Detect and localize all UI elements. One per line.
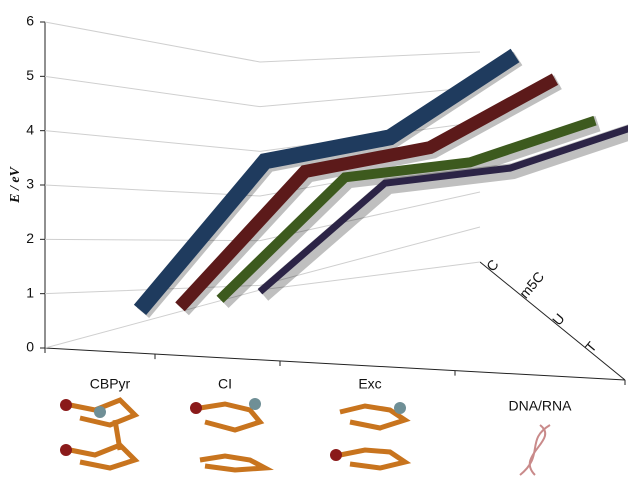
x-tick-label: CBPyr xyxy=(90,376,131,392)
front-edge xyxy=(45,348,625,380)
molecule xyxy=(340,406,405,468)
atom xyxy=(249,398,261,410)
series-label: m5C xyxy=(516,268,547,301)
y-tick-label: 5 xyxy=(26,67,34,83)
atom xyxy=(60,399,72,411)
y-tick-label: 1 xyxy=(26,284,34,300)
chart: E / eV 0123456CBPyrCIExcDNA/RN xyxy=(0,0,628,482)
atom xyxy=(330,449,342,461)
series-label: U xyxy=(549,310,568,328)
dna-helix xyxy=(520,425,550,475)
y-tick-label: 6 xyxy=(26,13,34,29)
x-tick-label: DNA/RNA xyxy=(508,398,572,414)
x-tick-label: CI xyxy=(218,376,232,392)
x-tick-label: Exc xyxy=(358,376,381,392)
atom xyxy=(190,402,202,414)
grid-line xyxy=(45,76,480,106)
atom xyxy=(394,402,406,414)
atom xyxy=(94,406,106,418)
series-label: C xyxy=(483,256,502,274)
series-label: T xyxy=(582,338,600,355)
atom xyxy=(60,444,72,456)
y-tick-label: 3 xyxy=(26,176,34,192)
y-tick-label: 4 xyxy=(26,121,34,137)
grid-line xyxy=(45,22,480,62)
y-tick-label: 0 xyxy=(26,339,34,355)
molecule xyxy=(200,404,265,470)
molecule-icons xyxy=(60,398,550,475)
y-tick-label: 2 xyxy=(26,230,34,246)
y-axis-label: E / eV xyxy=(8,165,23,203)
